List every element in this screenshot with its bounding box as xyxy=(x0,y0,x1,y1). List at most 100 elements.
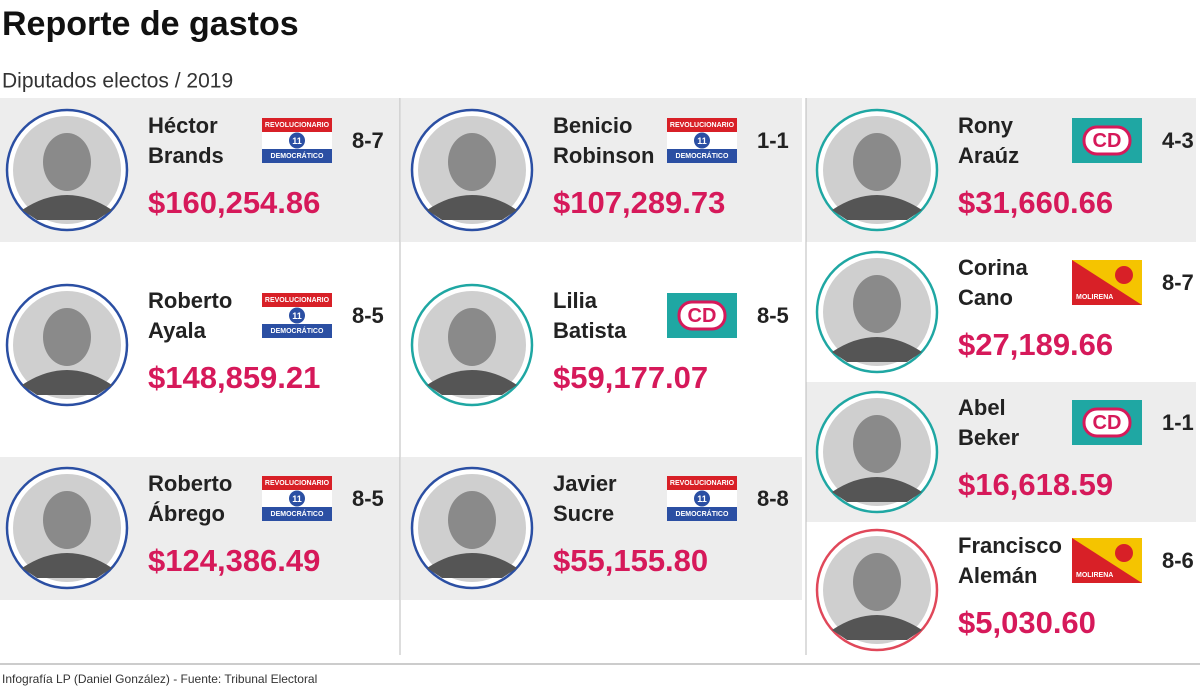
card: Héctor Brands REVOLUCIONARIO 11 DEMOCRÁTICO 8… xyxy=(5,108,384,232)
photo-body xyxy=(832,477,922,502)
circuit: 1-1 xyxy=(757,128,789,153)
photo-body xyxy=(427,553,517,578)
card: Javier Sucre REVOLUCIONARIO 11 DEMOCRÁTICO 8-… xyxy=(410,466,789,590)
name: Cano xyxy=(958,285,1013,310)
photo-body xyxy=(22,195,112,220)
photo-head xyxy=(43,308,91,366)
logo-text: DEMOCRÁTICO xyxy=(676,151,729,160)
circuit: 4-3 xyxy=(1162,128,1194,153)
photo-body xyxy=(832,195,922,220)
name: Javier xyxy=(553,471,617,496)
title: Reporte de gastos xyxy=(2,5,299,43)
card: Abel Beker CD 1-1 $16,618.59 xyxy=(815,390,1194,514)
logo-text: REVOLUCIONARIO xyxy=(670,122,735,129)
circuit: 8-6 xyxy=(1162,548,1194,573)
footer: Infografía LP (Daniel González) - Fuente… xyxy=(2,672,317,686)
name: Roberto xyxy=(148,471,232,496)
logo-band xyxy=(667,118,737,132)
name: Lilia xyxy=(553,288,598,313)
photo-head xyxy=(853,553,901,611)
logo-shape xyxy=(1072,260,1142,305)
amount: $59,177.07 xyxy=(553,360,708,395)
name: Brands xyxy=(148,143,224,168)
name: Rony xyxy=(958,113,1014,138)
amount: $160,254.86 xyxy=(148,185,320,220)
amount: $124,386.49 xyxy=(148,543,320,578)
logo-circle xyxy=(289,490,305,507)
card: Corina Cano MOLIRENA 8-7 $27,189.66 xyxy=(815,250,1194,374)
name: Batista xyxy=(553,318,627,343)
logo-text: REVOLUCIONARIO xyxy=(670,480,735,487)
name: Ayala xyxy=(148,318,207,343)
amount: $27,189.66 xyxy=(958,327,1113,362)
name: Héctor xyxy=(148,113,218,138)
name: Ábrego xyxy=(148,501,225,526)
photo-body xyxy=(22,553,112,578)
logo-text: 11 xyxy=(697,136,707,146)
logo-band xyxy=(667,149,737,163)
logo-text: MOLIRENA xyxy=(1076,294,1113,301)
logo-text: DEMOCRÁTICO xyxy=(271,509,324,518)
name: Roberto xyxy=(148,288,232,313)
photo-head xyxy=(43,491,91,549)
card: Roberto Ayala REVOLUCIONARIO 11 DEMOCRÁTICO 8… xyxy=(5,283,384,407)
photo-head xyxy=(448,133,496,191)
name: Robinson xyxy=(553,143,654,168)
logo-band xyxy=(262,507,332,521)
logo-text: 11 xyxy=(292,494,302,504)
circuit: 8-5 xyxy=(352,303,384,328)
name: Corina xyxy=(958,255,1028,280)
logo-circle xyxy=(694,490,710,507)
photo-head xyxy=(43,133,91,191)
logo-text: 11 xyxy=(697,494,707,504)
logo-text: REVOLUCIONARIO xyxy=(265,122,330,129)
card: Francisco Alemán MOLIRENA 8-6 $5,030.60 xyxy=(815,528,1194,652)
logo-text: CD xyxy=(1093,130,1122,152)
logo-band xyxy=(262,293,332,307)
logo-inner xyxy=(677,300,727,331)
photo-body xyxy=(427,195,517,220)
logo-circle xyxy=(694,132,710,149)
photo-head xyxy=(448,491,496,549)
logo-text: REVOLUCIONARIO xyxy=(265,480,330,487)
photo-head xyxy=(853,133,901,191)
amount: $148,859.21 xyxy=(148,360,320,395)
photo-head xyxy=(448,308,496,366)
logo-band xyxy=(262,324,332,338)
photo-head xyxy=(853,415,901,473)
circuit: 8-7 xyxy=(1162,270,1194,295)
card: Lilia Batista CD 8-5 $59,177.07 xyxy=(410,283,789,407)
logo-shape xyxy=(1072,538,1142,583)
logo-text: 11 xyxy=(292,311,302,321)
name: Araúz xyxy=(958,143,1019,168)
amount: $55,155.80 xyxy=(553,543,708,578)
subtitle: Diputados electos / 2019 xyxy=(2,70,233,93)
photo-body xyxy=(832,337,922,362)
amount: $107,289.73 xyxy=(553,185,725,220)
circuit: 8-7 xyxy=(352,128,384,153)
logo-rooster xyxy=(1115,544,1133,562)
logo-text: 11 xyxy=(292,136,302,146)
logo-circle xyxy=(289,132,305,149)
name: Beker xyxy=(958,425,1020,450)
circuit: 1-1 xyxy=(1162,410,1194,435)
logo-band xyxy=(667,507,737,521)
logo-band xyxy=(667,476,737,490)
logo-text: CD xyxy=(688,305,717,327)
card: Roberto Ábrego REVOLUCIONARIO 11 DEMOCRÁTICO… xyxy=(5,466,384,590)
name: Abel xyxy=(958,395,1006,420)
photo-body xyxy=(427,370,517,395)
name: Alemán xyxy=(958,563,1037,588)
amount: $16,618.59 xyxy=(958,467,1113,502)
logo-inner xyxy=(1082,407,1132,438)
logo-text: DEMOCRÁTICO xyxy=(676,509,729,518)
photo-body xyxy=(832,615,922,640)
photo-head xyxy=(853,275,901,333)
logo-rooster xyxy=(1115,266,1133,284)
logo-band xyxy=(262,476,332,490)
photo-body xyxy=(22,370,112,395)
circuit: 8-5 xyxy=(757,303,789,328)
